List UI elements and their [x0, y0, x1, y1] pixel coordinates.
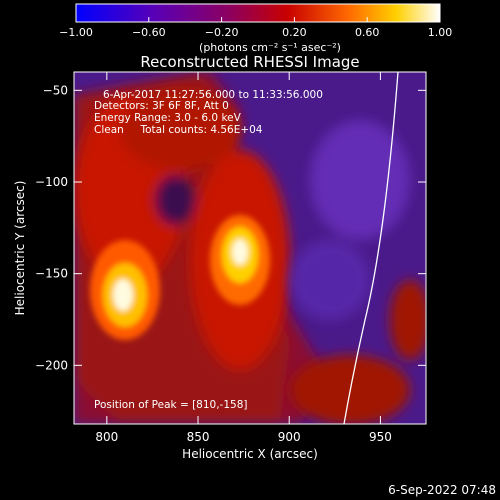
colorbar-tick-label: −0.20: [205, 26, 239, 39]
solar-limb: [343, 72, 399, 424]
timestamp: 6-Sep-2022 07:48: [388, 483, 496, 497]
colorbar-tick-label: 0.60: [355, 26, 380, 39]
colorbar-ticks: −1.00 −0.60 −0.20 0.20 0.60 1.00: [59, 17, 452, 39]
x-tick-label: 900: [278, 430, 301, 444]
colorbar-tick-label: −0.60: [132, 26, 166, 39]
y-tick-label: −100: [35, 175, 68, 189]
x-tick-label: 950: [369, 430, 392, 444]
clean-counts: Clean Total counts: 4.56E+04: [94, 124, 263, 136]
colorbar: [75, 3, 441, 23]
y-tick-label: −50: [43, 83, 68, 97]
time-range: 6-Apr-2017 11:27:56.000 to 11:33:56.000: [103, 89, 323, 101]
y-tick-label: −150: [35, 267, 68, 281]
heatmap-image: [74, 72, 426, 424]
energy-range: Energy Range: 3.0 - 6.0 keV: [94, 112, 242, 124]
colorbar-tick-label: 0.20: [282, 26, 307, 39]
y-tick-label: −200: [35, 358, 68, 372]
y-axis: −50 −100 −150 −200: [35, 83, 426, 372]
colorbar-label: (photons cm⁻² s⁻¹ asec⁻²): [199, 41, 341, 54]
y-axis-label: Heliocentric Y (arcsec): [13, 181, 27, 316]
x-tick-label: 800: [95, 430, 118, 444]
x-tick-label: 850: [187, 430, 210, 444]
detectors: Detectors: 3F 6F 8F, Att 0: [94, 100, 229, 112]
annotations: 6-Apr-2017 11:27:56.000 to 11:33:56.000 …: [94, 89, 323, 411]
x-axis-label: Heliocentric X (arcsec): [182, 447, 318, 461]
plot-frame: [73, 71, 427, 425]
colorbar-tick-label: 1.00: [428, 26, 453, 39]
chart-title: Reconstructed RHESSI Image: [140, 53, 359, 71]
x-axis: 800 850 900 950: [95, 72, 392, 444]
peak-position: Position of Peak = [810,-158]: [94, 399, 248, 411]
colorbar-tick-label: −1.00: [59, 26, 93, 39]
